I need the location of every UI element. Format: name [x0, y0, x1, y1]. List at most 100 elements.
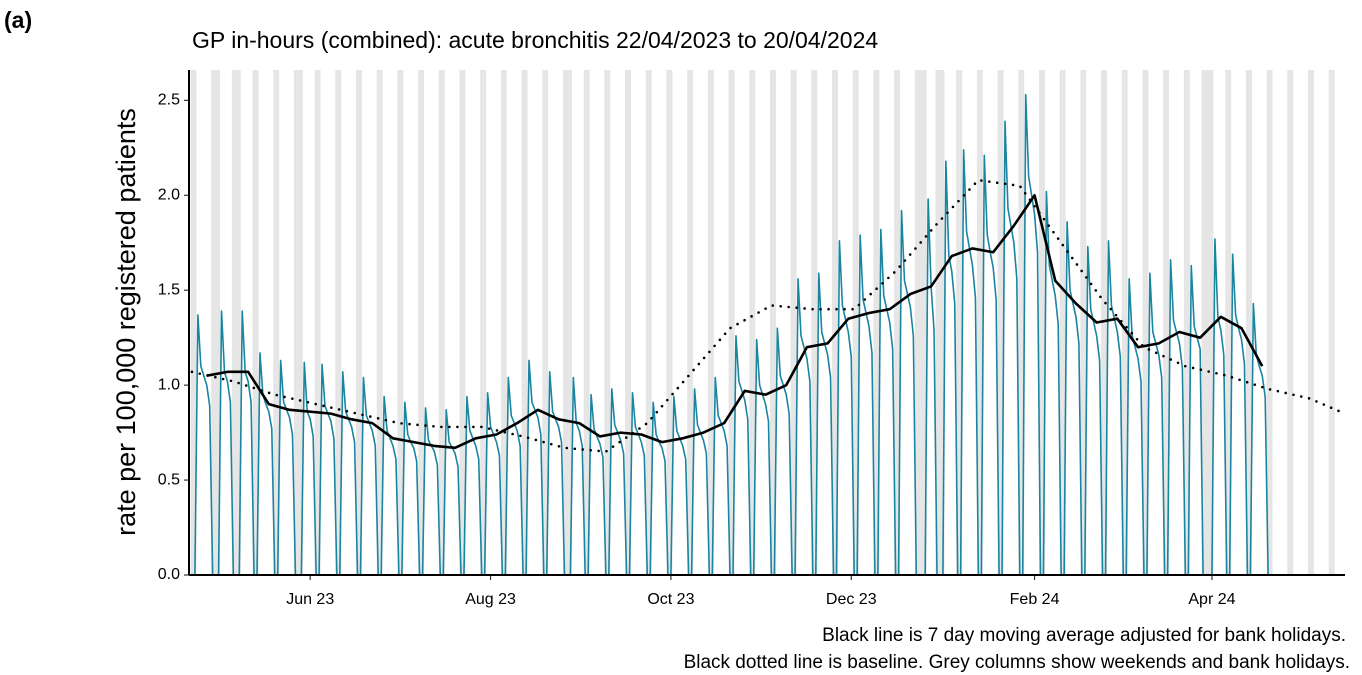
- weekend-column: [193, 70, 197, 575]
- weekend-column: [1080, 70, 1084, 575]
- weekend-column: [418, 70, 422, 575]
- weekend-column: [628, 70, 631, 575]
- caption: Black line is 7 day moving average adjus…: [822, 625, 1346, 646]
- weekend-column: [565, 70, 569, 575]
- weekend-column: [1124, 70, 1128, 575]
- bank-holiday-column: [1201, 70, 1205, 575]
- weekend-column: [956, 70, 960, 575]
- weekend-column: [728, 70, 732, 575]
- weekend-column: [1041, 70, 1045, 575]
- weekend-column: [1062, 70, 1066, 575]
- x-tick-label: Oct 23: [647, 591, 694, 608]
- weekend-column: [832, 70, 835, 575]
- weekend-column: [790, 70, 794, 575]
- weekend-column: [690, 70, 694, 575]
- weekend-column: [666, 70, 670, 575]
- bank-holiday-column: [920, 70, 924, 575]
- weekend-column: [483, 70, 487, 575]
- weekend-column: [317, 70, 321, 575]
- weekend-column: [648, 70, 652, 575]
- weekend-column: [441, 70, 445, 575]
- baseline-line: [190, 178, 1347, 453]
- weekend-column: [190, 70, 194, 575]
- weekend-column: [1225, 70, 1229, 575]
- chart-title: GP in-hours (combined): acute bronchitis…: [192, 27, 878, 53]
- x-tick-label: Dec 23: [826, 591, 877, 608]
- weekend-column: [1166, 70, 1170, 575]
- weekend-column: [293, 70, 297, 575]
- panel-label: (a): [4, 7, 32, 33]
- weekend-column: [524, 70, 528, 575]
- weekend-column: [935, 70, 939, 575]
- weekend-column: [1290, 70, 1294, 575]
- weekend-column: [607, 70, 611, 575]
- weekend-column: [976, 70, 980, 575]
- weekend-column: [1308, 70, 1311, 575]
- weekend-column: [1248, 70, 1252, 575]
- caption: Black dotted line is baseline. Grey colu…: [684, 652, 1350, 673]
- weekend-column: [1018, 70, 1022, 575]
- weekend-column: [1183, 70, 1187, 575]
- weekend-column: [876, 70, 880, 575]
- weekend-column: [542, 70, 546, 575]
- weekend-column: [959, 70, 963, 575]
- x-tick-label: Jun 23: [286, 591, 334, 608]
- weekend-column: [521, 70, 525, 575]
- weekend-column: [1000, 70, 1004, 575]
- weekend-column: [1207, 70, 1211, 575]
- weekend-column: [604, 70, 608, 575]
- weekend-column: [835, 70, 838, 575]
- weekend-column: [563, 70, 566, 575]
- weekend-column: [752, 70, 756, 575]
- weekend-column: [500, 70, 504, 575]
- bank-holiday-column: [1210, 70, 1214, 575]
- weekend-column: [356, 70, 359, 575]
- weekend-column: [459, 70, 463, 575]
- weekend-column: [314, 70, 318, 575]
- weekend-column: [793, 70, 797, 575]
- weekend-column: [583, 70, 587, 575]
- weekend-column: [503, 70, 507, 575]
- weekend-column: [359, 70, 362, 575]
- weekend-column: [1245, 70, 1249, 575]
- bank-holiday-column: [568, 70, 572, 575]
- y-tick-label: 0.0: [158, 566, 180, 583]
- weekend-column: [255, 70, 259, 575]
- weekend-column: [252, 70, 256, 575]
- weekend-column: [545, 70, 549, 575]
- weekend-column: [296, 70, 300, 575]
- weekend-column: [731, 70, 735, 575]
- weekend-column: [814, 70, 818, 575]
- weekend-column: [1083, 70, 1087, 575]
- x-tick-label: Feb 24: [1010, 591, 1060, 608]
- weekend-column: [376, 70, 380, 575]
- weekend-column: [1328, 70, 1332, 575]
- weekend-column: [379, 70, 383, 575]
- weekend-column: [1142, 70, 1146, 575]
- weekend-column: [749, 70, 753, 575]
- weekend-column: [586, 70, 590, 575]
- weekend-column: [625, 70, 629, 575]
- weekend-column: [710, 70, 714, 575]
- bank-holiday-column: [299, 70, 303, 575]
- weekend-column: [1163, 70, 1167, 575]
- weekend-column: [1287, 70, 1291, 575]
- y-axis-label: rate per 100,000 registered patients: [111, 108, 141, 536]
- y-tick-label: 2.5: [158, 92, 180, 109]
- weekend-column: [938, 70, 942, 575]
- weekend-column: [852, 70, 856, 575]
- bank-holiday-column: [217, 70, 221, 575]
- weekend-column: [231, 70, 235, 575]
- weekend-column: [855, 70, 859, 575]
- weekend-column: [1059, 70, 1063, 575]
- weekend-column: [1186, 70, 1190, 575]
- bank-holiday-column: [941, 70, 945, 575]
- weekend-column: [421, 70, 425, 575]
- weekend-column: [273, 70, 277, 575]
- weekend-column: [480, 70, 484, 575]
- weekend-column: [1269, 70, 1273, 575]
- y-tick-label: 1.5: [158, 281, 180, 298]
- data-line: [206, 194, 1264, 450]
